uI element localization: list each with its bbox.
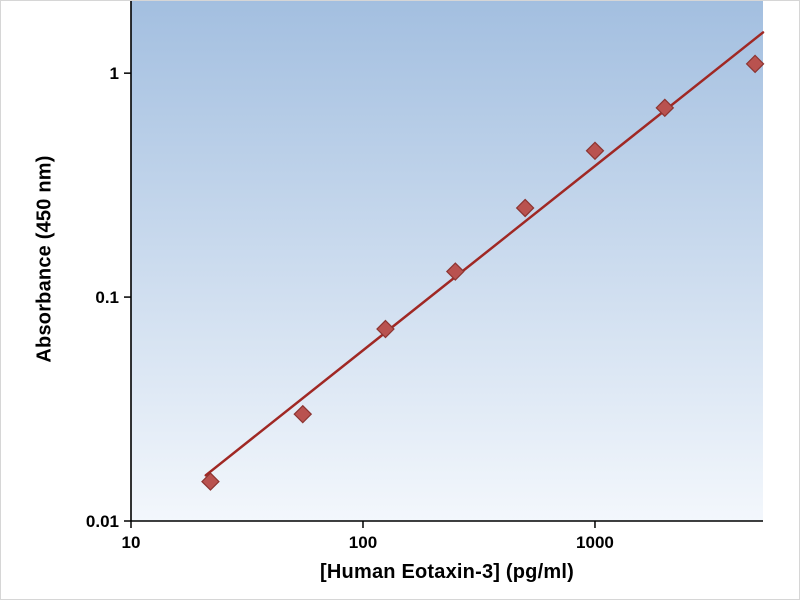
- data-point: [293, 404, 313, 424]
- data-point: [655, 98, 675, 118]
- plot-background: [131, 1, 763, 521]
- data-point: [745, 54, 765, 74]
- x-tick-label: 10: [122, 533, 141, 552]
- x-tick-label: 1000: [576, 533, 614, 552]
- x-tick-label: 100: [349, 533, 377, 552]
- data-point: [376, 319, 395, 339]
- data-point: [201, 472, 220, 491]
- data-point: [445, 262, 465, 281]
- data-point: [515, 198, 535, 218]
- y-tick-label: 0.01: [86, 512, 119, 531]
- y-tick-label: 1: [110, 64, 119, 83]
- y-tick-label: 0.1: [95, 288, 119, 307]
- y-axis-title: Absorbance (450 nm): [33, 155, 56, 363]
- x-axis-title: [Human Eotaxin-3] (pg/ml): [320, 561, 574, 583]
- data-point: [585, 141, 605, 161]
